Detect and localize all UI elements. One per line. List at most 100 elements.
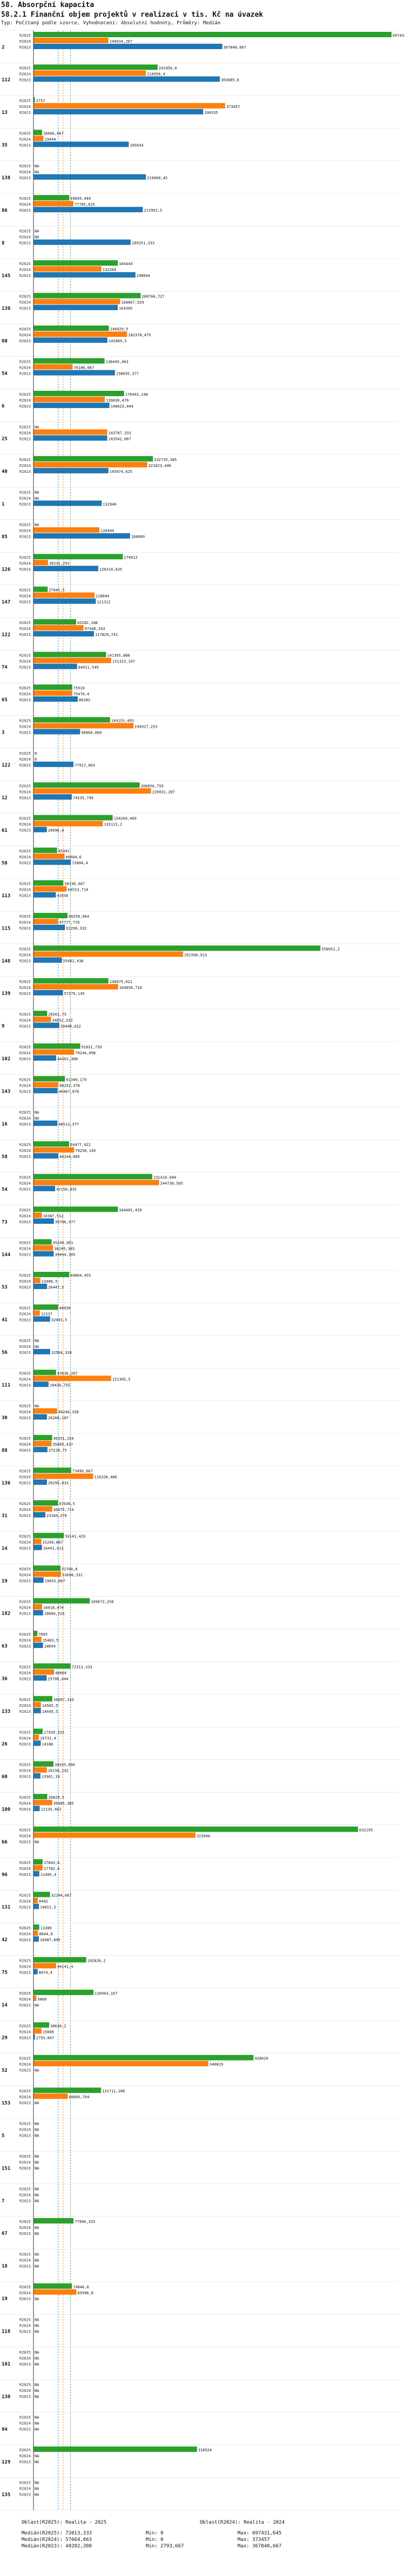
value-label: 84921,549 [78,666,99,670]
series-label: R2024 [19,2128,31,2132]
series-label: R2025 [19,1632,31,1637]
series-label: R2025 [19,882,31,886]
value-label: 58196,667 [64,882,85,886]
bar-r2025 [33,2022,50,2028]
value-label: 69864,455 [70,1273,91,1278]
series-label: R2025 [19,849,31,853]
bar-r2025 [33,1467,71,1473]
bar-r2025 [33,260,118,266]
bar-r2025 [33,717,110,723]
group-label: 96 [2,1872,8,1877]
bar-r2023 [33,1479,47,1485]
series-label: R2024 [19,2291,31,2295]
value-label: 44141,4 [57,1964,73,1969]
value-label: 164305 [119,307,132,311]
value-label: 26829,5 [49,1795,65,1800]
series-label: R2025 [19,2057,31,2061]
value-label: 27228,75 [49,1448,67,1453]
bar-r2025 [33,554,123,560]
series-label: R2024 [19,1867,31,1871]
value-label: 16441,412 [43,1547,64,1551]
group-label: 30 [2,1415,8,1421]
series-label: R2024 [19,235,31,240]
value-label: NA [35,1116,39,1121]
value-label: NA [35,2422,39,2426]
bar-r2025 [33,456,153,462]
value-label: 38935,696 [55,1763,75,1767]
value-label: 43930,267 [57,1371,78,1375]
value-label: 206856,759 [141,784,164,788]
series-label: R2025 [19,1958,31,1963]
value-label: NA [35,2128,39,2132]
series-label: R2025 [19,1436,31,1441]
series-label: R2023 [19,1416,31,1420]
series-label: R2023 [19,633,31,637]
series-label: R2025 [19,621,31,625]
bar-r2023 [33,696,78,702]
value-label: 182378,475 [128,333,151,337]
bar-r2023 [33,1610,43,1616]
legend-median-r2025: Medián(R2025): 72013,333 [22,2531,92,2536]
bar-r2024 [33,331,127,337]
bar-r2025 [33,619,77,625]
series-label: R2023 [19,535,31,539]
series-label: R2023 [19,1122,31,1127]
group-label: 14 [2,2003,8,2008]
bar-r2025 [33,1206,118,1212]
series-label: R2023 [19,992,31,996]
series-label: R2025 [19,1665,31,1669]
bar-r2025 [33,1076,65,1082]
group-label: 8 [2,241,4,246]
series-label: R2024 [19,888,31,892]
bar-r2023 [33,1055,57,1061]
value-label: 221623,446 [148,464,171,468]
group-label: 135 [2,2492,10,2498]
bar-r2023 [33,794,72,800]
bar-r2025 [33,1565,61,1571]
value-label: 14445,5 [42,1710,58,1714]
group-label: 153 [2,2100,10,2106]
series-label: R2024 [19,301,31,305]
value-label: 367840,667 [224,45,246,50]
value-label: NA [35,2003,39,2008]
group-label: 42 [2,1937,8,1943]
value-label: NA [35,2362,39,2367]
value-label: 176443,148 [125,392,148,397]
value-label: NA [35,2134,39,2138]
series-label: R2023 [19,1611,31,1616]
value-label: 219060,45 [147,176,167,180]
series-label: R2024 [19,627,31,631]
value-label: 164858,718 [119,986,142,990]
legend-max-r2024: Max: 373457 [238,2537,270,2543]
bar-r2025 [33,1892,50,1897]
legend-r2024: Oblast(R2024): Realita - 2024 [200,2520,285,2525]
bar-r2024 [33,1082,58,1088]
value-label: 66258,964 [69,914,89,919]
group-label: 2 [2,45,4,50]
bar-r2025 [33,1272,70,1277]
value-label: 79256,149 [75,1149,96,1153]
series-label: R2025 [19,131,31,135]
series-label: R2025 [19,2481,31,2485]
group-label: 9 [2,1024,4,1029]
group-label: 29 [2,2036,8,2041]
series-label: R2023 [19,926,31,931]
value-label: 46967,876 [59,1089,79,1094]
bar-r2025 [33,1924,39,1930]
value-label: 61290,333 [66,926,86,931]
value-label: 2757 [36,99,45,103]
series-label: R2023 [19,274,31,278]
group-label: 129 [2,2459,10,2465]
value-label: 14186 [42,1742,53,1746]
series-label: R2023 [19,2166,31,2171]
series-label: R2025 [19,1241,31,1245]
series-label: R2023 [19,698,31,702]
value-label: NA [35,2350,39,2355]
series-label: R2024 [19,1018,31,1022]
value-label: 26295,833 [48,1481,69,1486]
group-label: 85 [2,534,8,540]
value-label: 143542,667 [108,437,131,441]
series-label: R2024 [19,757,31,762]
bar-r2025 [33,2218,74,2224]
series-label: R2024 [19,1997,31,2002]
